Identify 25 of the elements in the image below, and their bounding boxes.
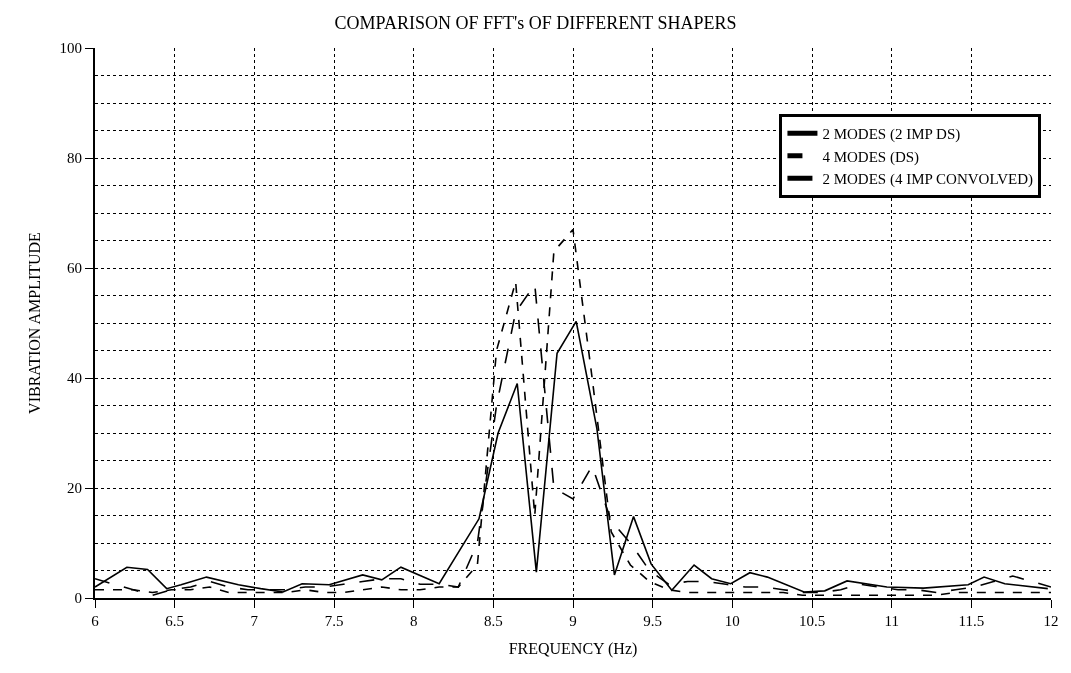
- legend-label: 2 MODES (4 IMP CONVOLVED): [822, 171, 1034, 189]
- y-axis-title: VIBRATION AMPLITUDE: [25, 232, 43, 414]
- y-tick-label: 100: [59, 40, 82, 57]
- y-tick-label: 60: [67, 260, 82, 277]
- x-tick-label: 11: [884, 613, 899, 629]
- x-axis-title: FREQUENCY (Hz): [508, 640, 638, 659]
- legend-label: 4 MODES (DS): [822, 148, 920, 166]
- chart-title: COMPARISON OF FFT's OF DIFFERENT SHAPERS: [334, 13, 737, 34]
- legend-label: 2 MODES (2 IMP DS): [822, 126, 961, 144]
- x-tick-label: 12: [1043, 613, 1059, 629]
- x-tick-label: 11.5: [958, 613, 985, 629]
- x-tick-label: 9: [569, 613, 577, 629]
- y-tick-label: 40: [67, 370, 82, 387]
- x-tick-label: 6: [91, 613, 100, 629]
- y-tick-label: 80: [67, 150, 82, 167]
- y-tick-label: 20: [67, 480, 82, 497]
- x-tick-label: 10: [724, 613, 740, 629]
- x-tick-label: 10.5: [798, 613, 826, 629]
- x-tick-label: 6.5: [165, 613, 185, 629]
- y-tick-label: 0: [74, 590, 82, 607]
- x-tick-label: 7.5: [324, 613, 344, 629]
- x-tick-label: 9.5: [643, 613, 663, 629]
- x-tick-label: 8: [409, 613, 418, 629]
- x-tick-label: 8.5: [483, 613, 503, 629]
- x-tick-label: 7: [250, 613, 259, 629]
